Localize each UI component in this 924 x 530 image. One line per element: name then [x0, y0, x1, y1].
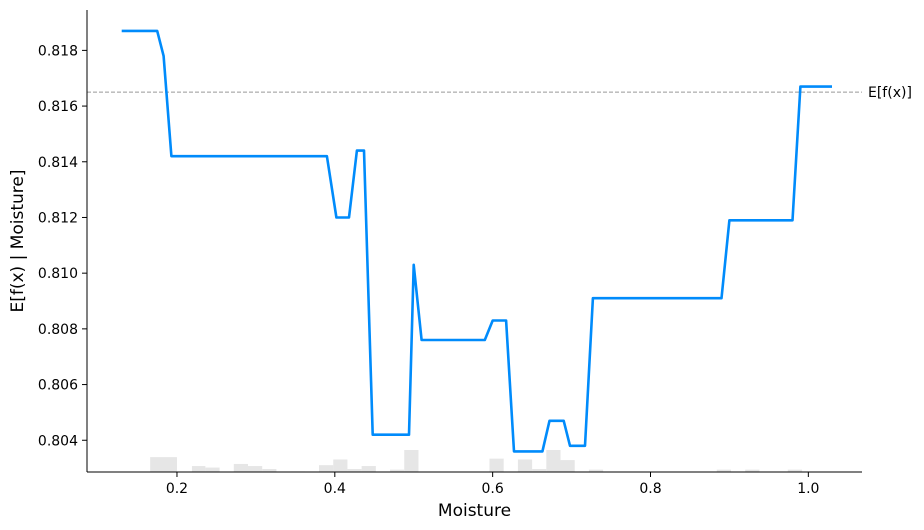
histogram-bar-7: [319, 465, 334, 472]
histogram-bar-21: [787, 469, 803, 472]
histogram-bar-19: [716, 469, 731, 472]
axes: 0.2 0.4 0.6 0.8 1.0 0.804 0.806 0.808 0.810 0.812…: [38, 10, 862, 497]
x-tick-label: 0.8: [639, 481, 661, 497]
histogram-bar-3: [233, 463, 248, 472]
histogram-bar-8: [333, 459, 348, 472]
x-axis-label: Moisture: [438, 501, 511, 521]
y-tick-label: 0.812: [38, 210, 78, 226]
histogram-bar-20: [745, 469, 760, 472]
histogram-bar-13: [489, 458, 504, 472]
histogram-bar-1: [191, 466, 206, 472]
expected-value-label: E[f(x)]: [868, 85, 912, 101]
histogram-bar-5: [262, 469, 277, 472]
x-tick-label: 0.6: [482, 481, 504, 497]
histogram-bar-12: [404, 450, 419, 472]
histogram-bar-17: [560, 460, 575, 472]
y-tick-label: 0.818: [38, 43, 78, 59]
histogram-bar-18: [588, 469, 604, 472]
feature-histogram: [150, 450, 803, 472]
histogram-bar-0: [150, 457, 177, 472]
y-tick-label: 0.814: [38, 155, 78, 171]
histogram-bar-15: [532, 469, 547, 472]
histogram-bar-16: [546, 450, 561, 472]
y-tick-label: 0.804: [38, 433, 78, 449]
histogram-bar-4: [247, 466, 263, 472]
histogram-bar-11: [390, 469, 405, 472]
y-tick-label: 0.810: [38, 266, 78, 282]
y-tick-label: 0.816: [38, 99, 78, 115]
y-tick-label: 0.806: [38, 378, 78, 394]
x-tick-label: 1.0: [797, 481, 819, 497]
partial-dependence-line: [121, 29, 832, 453]
x-tick-label: 0.4: [324, 481, 346, 497]
histogram-bar-9: [347, 469, 362, 472]
histogram-bar-2: [205, 467, 220, 472]
y-tick-label: 0.808: [38, 322, 78, 338]
histogram-bar-10: [361, 466, 376, 472]
x-tick-label: 0.2: [166, 481, 188, 497]
histogram-bar-14: [517, 459, 533, 472]
y-axis-label: E[f(x) | Moisture]: [8, 169, 28, 312]
